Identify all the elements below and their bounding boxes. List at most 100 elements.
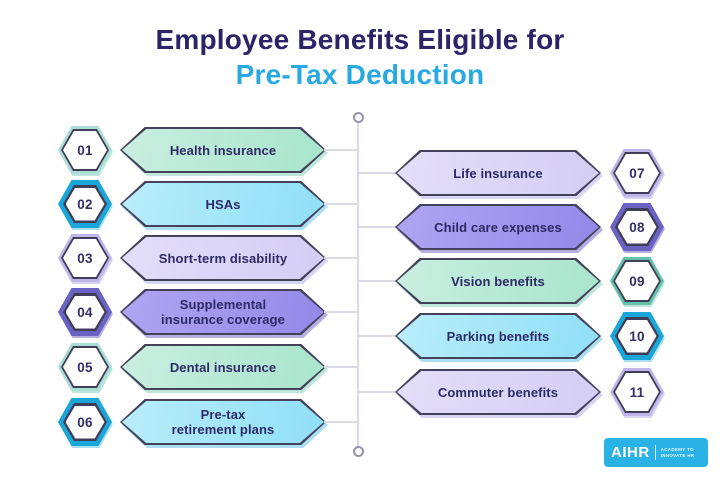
- benefit-shape: Short-term disability: [120, 235, 326, 281]
- title-line-1: Employee Benefits Eligible for: [155, 24, 565, 55]
- benefit-shape-border: Supplemental insurance coverage: [120, 289, 326, 335]
- connector-line: [324, 257, 358, 259]
- benefit-item: Child care expenses 08: [358, 203, 664, 251]
- benefit-label: Pre-tax retirement plans: [171, 407, 275, 437]
- number-badge: 11: [610, 368, 664, 416]
- benefit-label: Vision benefits: [451, 273, 545, 289]
- benefit-item: Parking benefits 10: [358, 312, 664, 360]
- benefit-shape-fill: [397, 206, 599, 248]
- benefit-label: Commuter benefits: [437, 384, 559, 400]
- benefit-shape-fill: [122, 237, 324, 279]
- number-badge-label: 05: [77, 359, 93, 375]
- benefit-shape: Life insurance: [395, 150, 601, 196]
- title-line-2: Pre-Tax Deduction: [235, 59, 485, 90]
- hexagon-fill: [617, 210, 657, 244]
- aihr-logo: AIHR ACADEMY TO INNOVATE HR: [604, 438, 708, 467]
- benefit-shape: Parking benefits: [395, 313, 601, 359]
- hexagon-fill: [63, 348, 107, 386]
- number-badge: 02: [58, 180, 112, 228]
- hexagon-fill: [65, 187, 105, 221]
- number-badge-label: 02: [77, 196, 93, 212]
- benefit-item: Vision benefits 09: [358, 257, 664, 305]
- number-badge-label: 06: [77, 414, 93, 430]
- number-badge-label: 10: [629, 328, 645, 344]
- benefit-label: Health insurance: [169, 142, 277, 158]
- number-badge-label: 01: [77, 142, 93, 158]
- benefit-shape-fill: [397, 371, 599, 413]
- benefit-label: Life insurance: [453, 165, 543, 181]
- benefit-label: Child care expenses: [434, 219, 562, 235]
- benefit-shape: Commuter benefits: [395, 369, 601, 415]
- benefit-shape-border: Health insurance: [120, 127, 326, 173]
- benefit-shape-fill: [122, 346, 324, 388]
- connector-line: [324, 311, 358, 313]
- benefit-item: 03 Short-term disability: [58, 234, 358, 282]
- number-badge: 01: [58, 126, 112, 174]
- aihr-logo-text: AIHR: [611, 444, 650, 461]
- benefit-shape-fill: [122, 183, 324, 225]
- connector-line: [324, 149, 358, 151]
- connector-line: [324, 421, 358, 423]
- number-badge: 05: [58, 343, 112, 391]
- benefit-shape-border: Short-term disability: [120, 235, 326, 281]
- logo-divider: [654, 445, 656, 460]
- benefit-shape-fill: [397, 315, 599, 357]
- benefit-shape: Child care expenses: [395, 204, 601, 250]
- benefit-shape: Pre-tax retirement plans: [120, 399, 326, 445]
- benefit-item: 05 Dental insurance: [58, 343, 358, 391]
- benefit-shape: Vision benefits: [395, 258, 601, 304]
- benefit-label: Short-term disability: [158, 250, 288, 266]
- connector-line: [324, 366, 358, 368]
- number-badge: 03: [58, 234, 112, 282]
- connector-line: [358, 335, 396, 337]
- benefit-shape-border: Vision benefits: [395, 258, 601, 304]
- connector-line: [358, 280, 396, 282]
- number-badge: 04: [58, 288, 112, 336]
- number-badge: 08: [610, 203, 664, 251]
- benefit-shape-fill: [122, 129, 324, 171]
- benefit-shape-border: HSAs: [120, 181, 326, 227]
- number-badge-label: 04: [77, 304, 93, 320]
- benefit-item: 01 Health insurance: [58, 126, 358, 174]
- benefit-shape-border: Child care expenses: [395, 204, 601, 250]
- benefit-shape: HSAs: [120, 181, 326, 227]
- aihr-tagline: ACADEMY TO INNOVATE HR: [661, 447, 695, 458]
- hexagon-fill: [65, 405, 105, 439]
- number-badge: 06: [58, 398, 112, 446]
- number-badge: 07: [610, 149, 664, 197]
- benefit-item: 02 HSAs: [58, 180, 358, 228]
- number-badge: 10: [610, 312, 664, 360]
- benefit-label: Parking benefits: [446, 328, 550, 344]
- benefit-shape-border: Life insurance: [395, 150, 601, 196]
- number-badge-label: 03: [77, 250, 93, 266]
- benefit-label: HSAs: [205, 196, 241, 212]
- number-badge-label: 09: [629, 273, 645, 289]
- benefit-shape-border: Dental insurance: [120, 344, 326, 390]
- connector-line: [358, 391, 396, 393]
- number-badge: 09: [610, 257, 664, 305]
- connector-line: [358, 172, 396, 174]
- aihr-tagline-line2: INNOVATE HR: [660, 452, 695, 458]
- benefit-shape: Supplemental insurance coverage: [120, 289, 326, 335]
- benefit-shape-fill: [397, 152, 599, 194]
- number-badge-label: 11: [629, 384, 645, 400]
- timeline-endpoint-bottom: [353, 446, 364, 457]
- benefit-shape-border: Commuter benefits: [395, 369, 601, 415]
- benefit-shape-border: Pre-tax retirement plans: [120, 399, 326, 445]
- benefit-item: Commuter benefits 11: [358, 368, 664, 416]
- benefit-label: Supplemental insurance coverage: [161, 297, 285, 327]
- benefit-shape-fill: [122, 401, 324, 443]
- benefit-shape-fill: [397, 260, 599, 302]
- timeline-endpoint-top: [353, 112, 364, 123]
- number-badge-label: 07: [629, 165, 645, 181]
- timeline-spine: [357, 119, 359, 452]
- benefit-shape: Health insurance: [120, 127, 326, 173]
- hexagon-fill: [617, 319, 657, 353]
- aihr-tagline-line1: ACADEMY TO: [660, 447, 694, 452]
- benefit-shape: Dental insurance: [120, 344, 326, 390]
- benefit-item: Life insurance 07: [358, 149, 664, 197]
- title: Employee Benefits Eligible for Pre-Tax D…: [0, 22, 720, 92]
- connector-line: [324, 203, 358, 205]
- benefit-shape-fill: [122, 291, 324, 333]
